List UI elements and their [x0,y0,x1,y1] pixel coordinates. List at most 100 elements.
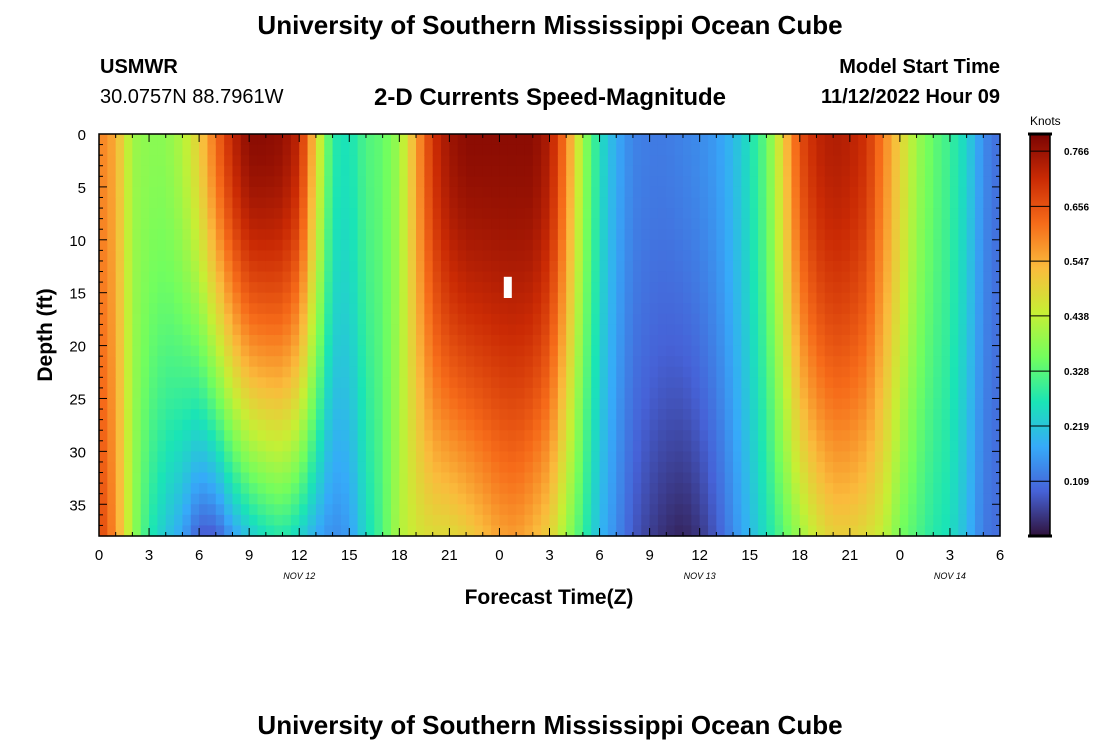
heatmap-cell [516,186,526,199]
heatmap-cell [774,165,784,177]
heatmap-cell [624,483,634,495]
heatmap-cell [716,239,726,251]
heatmap-cell [899,335,909,347]
heatmap-cell [874,134,884,146]
heatmap-cell [416,430,425,442]
heatmap-cell [190,303,200,315]
heatmap-cell [165,366,175,378]
heatmap-cell [974,144,984,156]
heatmap-cell [758,239,767,251]
heatmap-cell [858,366,868,378]
heatmap-cell [657,472,667,484]
heatmap-cell [691,461,701,474]
heatmap-cell [124,271,133,283]
heatmap-cell [332,176,342,188]
heatmap-cell [507,250,517,262]
heatmap-cell [499,250,509,262]
heatmap-cell [783,398,793,410]
heatmap-cell [733,461,742,474]
heatmap-cell [966,419,976,431]
heatmap-cell [157,419,167,431]
heatmap-cell [783,229,793,241]
heatmap-cell [774,282,784,294]
heatmap-cell [482,345,492,357]
heatmap-cell [632,430,642,442]
heatmap-cell [174,134,184,146]
heatmap-cell [441,144,450,156]
heatmap-cell [115,208,125,220]
heatmap-cell [766,303,776,315]
heatmap-cell [416,356,425,368]
heatmap-cell [649,398,659,410]
heatmap-cell [783,165,793,177]
heatmap-cell [599,229,609,241]
colorbar-tick-label: 0.328 [1064,367,1089,378]
heatmap-cell [791,440,801,452]
heatmap-cell [582,282,592,294]
y-tick-label: 30 [69,444,86,461]
heatmap-cell [949,440,959,452]
heatmap-cell [466,377,476,389]
heatmap-cell [682,398,692,410]
heatmap-cell [482,313,492,326]
heatmap-cell [416,335,425,347]
heatmap-cell [624,493,634,505]
heatmap-cell [983,409,993,421]
heatmap-cell [365,504,375,516]
heatmap-cell [524,345,534,357]
heatmap-cell [332,208,342,220]
heatmap-cell [699,271,709,283]
heatmap-cell [107,451,117,463]
heatmap-cell [849,366,859,378]
heatmap-cell [749,197,759,209]
heatmap-cell [708,377,717,389]
heatmap-cell [416,144,425,156]
heatmap-cell [908,493,918,505]
heatmap-cell [582,144,592,156]
heatmap-cell [482,366,492,378]
heatmap-cell [616,345,626,357]
heatmap-cell [474,398,484,410]
heatmap-cell [232,356,242,368]
heatmap-cell [941,387,951,400]
heatmap-cell [466,134,476,146]
heatmap-cell [741,218,751,230]
heatmap-cell [607,409,617,421]
heatmap-cell [541,229,551,241]
heatmap-cell [174,155,184,167]
heatmap-cell [466,472,476,484]
heatmap-cell [282,483,292,495]
heatmap-cell [682,282,692,294]
heatmap-cell [349,525,359,537]
heatmap-cell [482,292,492,304]
heatmap-cell [632,493,642,505]
heatmap-cell [157,387,167,400]
heatmap-cell [349,208,359,220]
heatmap-cell [858,292,868,304]
heatmap-cell [599,313,609,326]
heatmap-cell [674,461,684,474]
heatmap-cell [783,377,793,389]
heatmap-cell [774,377,784,389]
heatmap-cell [649,155,659,167]
heatmap-cell [299,525,309,537]
heatmap-cell [215,186,225,199]
heatmap-cell [774,186,784,199]
heatmap-cell [282,155,292,167]
heatmap-cell [532,440,542,452]
heatmap-cell [240,504,250,516]
heatmap-cell [532,472,542,484]
heatmap-cell [541,335,551,347]
heatmap-cell [416,409,425,421]
heatmap-cell [716,186,726,199]
heatmap-cell [616,165,626,177]
heatmap-cell [566,197,576,209]
heatmap-cell [357,398,367,410]
heatmap-cell [858,525,868,537]
heatmap-cell [315,335,325,347]
heatmap-cell [724,356,734,368]
heatmap-cell [365,197,375,209]
heatmap-cell [649,239,659,251]
heatmap-cell [390,345,400,357]
heatmap-cell [574,409,584,421]
